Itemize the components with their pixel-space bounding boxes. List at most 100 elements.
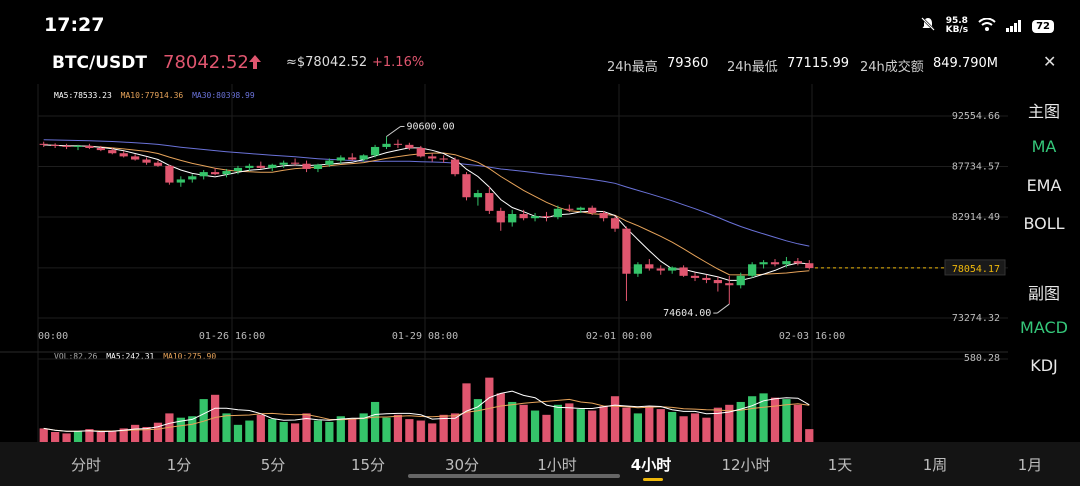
net-speed: 95.8 KB/s (946, 17, 968, 35)
candle-body (222, 171, 231, 175)
indicator-ema[interactable]: EMA (1026, 176, 1062, 195)
candle-body (279, 162, 288, 165)
candle-body (496, 210, 505, 223)
ma-legend: MA5:78533.23 MA10:77914.36 MA30:80398.99 (54, 91, 255, 100)
candle-body (39, 143, 48, 145)
candle-body (199, 172, 208, 177)
wifi-icon (978, 17, 996, 36)
candle-body (313, 164, 323, 169)
timeframe-tab[interactable]: 1小时 (537, 456, 577, 474)
trading-pair[interactable]: BTC/USDT (52, 53, 147, 73)
close-icon[interactable]: ✕ (1043, 52, 1057, 71)
candle-body (153, 162, 163, 166)
candle-body (553, 208, 563, 218)
volume-bar (245, 420, 254, 442)
volume-bar (736, 401, 745, 442)
candle-body (450, 159, 460, 175)
volume-bar (393, 414, 403, 442)
timeframe-tab[interactable]: 5分 (260, 456, 286, 474)
timeframe-bar (0, 442, 1080, 486)
volume-bar (782, 399, 791, 442)
candle-body (565, 208, 574, 210)
price-tick-label: 92554.66 (952, 111, 1000, 122)
volume-bar (405, 419, 414, 442)
volume-bar (131, 424, 140, 442)
candle-body (325, 160, 334, 165)
candle-body (622, 228, 631, 274)
candle-body (51, 144, 60, 146)
candlestick-chart[interactable]: 92554.66 87734.57 82914.49 73274.32 580.28 0… (0, 84, 1010, 442)
candle-body (793, 261, 802, 264)
candle-body (530, 216, 540, 219)
candle-body (725, 283, 734, 286)
price-axis: 92554.66 87734.57 82914.49 73274.32 580.28 (952, 111, 1000, 364)
volume-bar (428, 423, 437, 442)
volume-bar (256, 414, 265, 442)
net-speed-unit: KB/s (945, 25, 969, 35)
timeframe-tab[interactable]: 15分 (350, 456, 386, 474)
timeframe-tab[interactable]: 30分 (444, 456, 480, 474)
volume-24h-label: 24h成交额 (860, 60, 924, 75)
candle-body (599, 212, 608, 219)
volume-bar (770, 397, 780, 442)
indicator-macd[interactable]: MACD (1020, 318, 1068, 337)
candle-body (336, 157, 345, 161)
indicator-kdj[interactable]: KDJ (1030, 356, 1058, 375)
candle-body (748, 264, 757, 276)
volume-bar (279, 421, 288, 442)
low-24h-label: 24h最低 (727, 60, 778, 75)
price-up-arrow-icon (248, 54, 262, 74)
current-price-box (944, 259, 1006, 276)
signal-icon (1006, 17, 1022, 36)
ma10-legend: MA10:77914.36 (120, 91, 184, 100)
indicator-sub[interactable]: 副图 (1027, 284, 1060, 303)
timeframe-tab[interactable]: 1月 (1017, 456, 1043, 474)
vol-ma10-legend: MA10:275.90 (163, 352, 217, 361)
candle-body (233, 167, 243, 172)
volume-bar (268, 419, 277, 442)
status-icons: 95.8 KB/s 72 (920, 16, 1054, 36)
volume-bar (519, 404, 528, 442)
volume-bar (622, 407, 631, 442)
volume-bar (325, 421, 334, 442)
candle-body (62, 145, 71, 147)
candle-body (576, 207, 585, 210)
volume-bar (382, 417, 391, 442)
volume-bar (51, 431, 60, 442)
volume-bar (793, 404, 802, 442)
approx-usd-price: ≈$78042.52 (286, 55, 368, 70)
volume-bar (188, 416, 197, 442)
timeframe-tab[interactable]: 分时 (70, 456, 101, 474)
candle-body (176, 179, 185, 183)
volume-bar (473, 399, 483, 442)
candle-body (108, 150, 117, 154)
timeframe-tab[interactable]: 1分 (166, 456, 192, 474)
price-change-percent: +1.16% (372, 55, 425, 70)
volume-bar (805, 429, 814, 442)
volume-bar (439, 414, 448, 442)
candle-body (165, 165, 174, 183)
candle-body (508, 214, 517, 223)
indicator-ma[interactable]: MA (1031, 137, 1057, 156)
timeframe-tab[interactable]: 1周 (922, 456, 948, 474)
volume-bar (748, 396, 757, 442)
indicator-main[interactable]: 主图 (1027, 102, 1060, 121)
timeframe-tab[interactable]: 4小时 (630, 456, 672, 474)
timeframe-tab[interactable]: 12小时 (721, 456, 771, 474)
timeframe-tab[interactable]: 1天 (827, 456, 853, 474)
volume-bar (290, 423, 300, 442)
candle-body (759, 262, 768, 265)
status-time: 17:27 (44, 14, 105, 36)
volume-bar (633, 413, 643, 442)
candle-body (245, 165, 254, 168)
volume-bars (39, 377, 814, 442)
active-timeframe-indicator (643, 478, 663, 481)
candle-body (462, 174, 471, 198)
time-tick-label: 00:00 (38, 331, 68, 342)
indicator-boll[interactable]: BOLL (1023, 214, 1065, 233)
candle-body (519, 214, 528, 219)
candle-body (702, 277, 711, 281)
volume-bar (302, 413, 311, 442)
volume-bar (485, 377, 494, 442)
volume-ma5-line (43, 390, 810, 433)
